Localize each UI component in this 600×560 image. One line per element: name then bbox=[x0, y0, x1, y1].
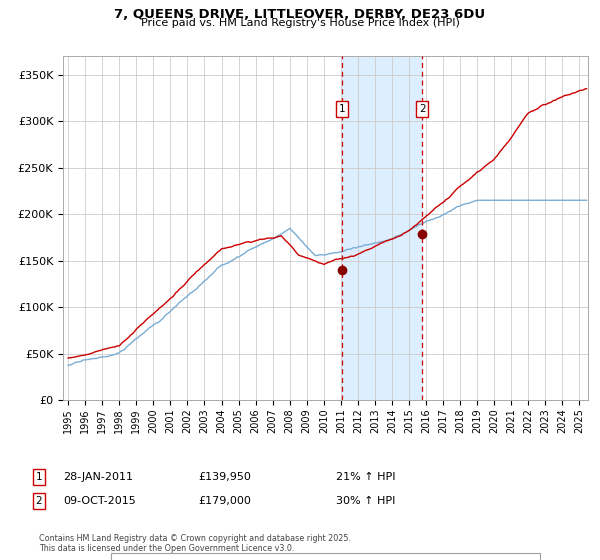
Text: 1: 1 bbox=[35, 472, 43, 482]
Text: Price paid vs. HM Land Registry's House Price Index (HPI): Price paid vs. HM Land Registry's House … bbox=[140, 18, 460, 28]
Text: 28-JAN-2011: 28-JAN-2011 bbox=[63, 472, 133, 482]
Text: 7, QUEENS DRIVE, LITTLEOVER, DERBY, DE23 6DU: 7, QUEENS DRIVE, LITTLEOVER, DERBY, DE23… bbox=[115, 8, 485, 21]
Text: 09-OCT-2015: 09-OCT-2015 bbox=[63, 496, 136, 506]
Text: £139,950: £139,950 bbox=[198, 472, 251, 482]
Text: £179,000: £179,000 bbox=[198, 496, 251, 506]
Text: 30% ↑ HPI: 30% ↑ HPI bbox=[336, 496, 395, 506]
Text: Contains HM Land Registry data © Crown copyright and database right 2025.
This d: Contains HM Land Registry data © Crown c… bbox=[39, 534, 351, 553]
Text: 1: 1 bbox=[339, 104, 346, 114]
Text: 21% ↑ HPI: 21% ↑ HPI bbox=[336, 472, 395, 482]
Text: 2: 2 bbox=[35, 496, 43, 506]
Legend: 7, QUEENS DRIVE, LITTLEOVER, DERBY, DE23 6DU (semi-detached house), HPI: Average: 7, QUEENS DRIVE, LITTLEOVER, DERBY, DE23… bbox=[112, 553, 539, 560]
Text: 2: 2 bbox=[419, 104, 425, 114]
Bar bbox=[342, 56, 422, 400]
